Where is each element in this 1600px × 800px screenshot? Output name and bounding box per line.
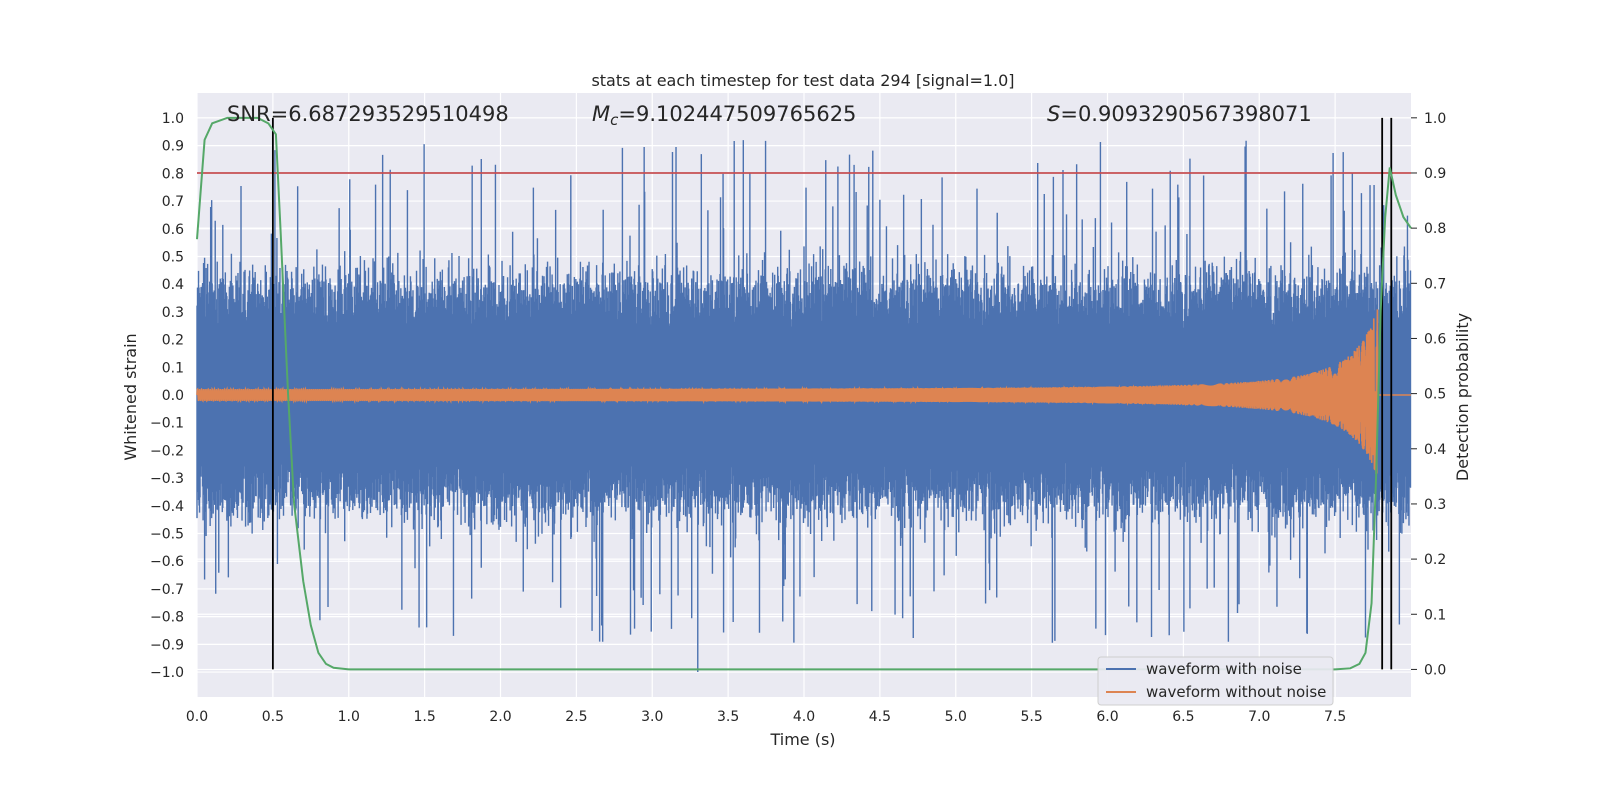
y-tick-label: −0.1 — [150, 416, 184, 432]
y-tick-label: −0.3 — [150, 471, 184, 487]
y2-tick-labels: 1.0 0.9 0.8 0.7 0.6 0.5 0.4 0.3 0.2 0.1 0.0 — [1411, 111, 1446, 678]
x-tick-labels: 0.0 0.5 1.0 1.5 2.0 2.5 3.0 3.5 4.0 4.5 5.0 5.5 6.0 6… — [186, 709, 1346, 725]
y2-tick-label: 0.4 — [1424, 442, 1446, 458]
x-tick-label: 7.5 — [1324, 709, 1346, 725]
y2-tick-label: 0.2 — [1424, 552, 1446, 568]
probability-line — [196, 116, 1412, 671]
y2-tick-label: 0.5 — [1424, 387, 1446, 403]
y-tick-label: −0.8 — [150, 610, 184, 626]
x-tick-label: 5.5 — [1020, 709, 1042, 725]
clean-waveform-path — [196, 309, 1411, 474]
legend-label-noise: waveform with noise — [1146, 660, 1302, 678]
y2-tick-label: 0.3 — [1424, 497, 1446, 513]
legend-label-clean: waveform without noise — [1146, 683, 1326, 701]
y-tick-label: −0.7 — [150, 582, 184, 598]
x-tick-label: 1.0 — [338, 709, 360, 725]
y2-tick-label: 0.1 — [1424, 607, 1446, 623]
x-tick-label: 6.0 — [1096, 709, 1118, 725]
x-tick-label: 5.0 — [945, 709, 967, 725]
y-tick-label: 0.1 — [162, 360, 184, 376]
x-tick-label: 2.0 — [489, 709, 511, 725]
y2-tick-label: 0.7 — [1424, 276, 1446, 292]
x-tick-label: 6.5 — [1172, 709, 1194, 725]
x-tick-label: 2.5 — [565, 709, 587, 725]
y-tick-labels: 1.0 0.9 0.8 0.7 0.6 0.5 0.4 0.3 0.2 0.1 0.0 −0.1 −0.… — [150, 111, 184, 681]
y2-tick-label: 0.6 — [1424, 331, 1446, 347]
x-axis-label: Time (s) — [769, 730, 835, 749]
y-tick-label: 0.5 — [162, 249, 184, 265]
x-tick-label: 1.5 — [413, 709, 435, 725]
y2-tick-label: 0.8 — [1424, 221, 1446, 237]
y-tick-label: 0.2 — [162, 333, 184, 349]
y-axis-label: Whitened strain — [121, 333, 140, 460]
y-tick-label: 0.4 — [162, 277, 184, 293]
chirp-mass-symbol: M — [592, 102, 610, 126]
y-tick-label: 1.0 — [162, 111, 184, 127]
y-tick-label: 0.0 — [162, 388, 184, 404]
series-waveform-without-noise — [196, 309, 1411, 474]
legend: waveform with noise waveform without noi… — [1097, 656, 1334, 706]
x-tick-label: 4.0 — [793, 709, 815, 725]
x-tick-label: 3.5 — [717, 709, 739, 725]
y-tick-label: −0.2 — [150, 443, 184, 459]
chirp-mass-value: =9.102447509765625 — [618, 102, 856, 126]
chirp-mass-annotation: Mc=9.102447509765625 — [592, 102, 856, 129]
legend-box — [1097, 656, 1334, 706]
snr-annotation: SNR=6.687293529510498 — [227, 102, 509, 126]
s-value: =0.9093290567398071 — [1060, 102, 1311, 126]
y2-tick-label: 1.0 — [1424, 111, 1446, 127]
y-tick-label: 0.8 — [162, 166, 184, 182]
x-tick-label: 0.0 — [186, 709, 208, 725]
y-tick-label: 0.9 — [162, 139, 184, 155]
s-annotation: S=0.9093290567398071 — [1047, 102, 1312, 126]
y-tick-label: 0.6 — [162, 222, 184, 238]
s-symbol: S — [1047, 102, 1060, 126]
y-tick-label: −1.0 — [150, 665, 184, 681]
y-tick-label: −0.6 — [150, 554, 184, 570]
y-tick-label: −0.5 — [150, 527, 184, 543]
x-tick-label: 3.0 — [641, 709, 663, 725]
x-tick-label: 7.0 — [1248, 709, 1270, 725]
y-tick-label: 0.3 — [162, 305, 184, 321]
chart-title: stats at each timestep for test data 294… — [591, 71, 1014, 90]
y2-tick-label: 0.9 — [1424, 166, 1446, 182]
y2-axis-label: Detection probability — [1453, 313, 1472, 481]
series-detection-probability — [196, 116, 1412, 671]
chirp-mass-subscript: c — [610, 111, 619, 129]
vertical-lines — [271, 117, 1393, 670]
x-tick-label: 4.5 — [869, 709, 891, 725]
y-tick-label: 0.7 — [162, 194, 184, 210]
x-tick-label: 0.5 — [262, 709, 284, 725]
y2-tick-label: 0.0 — [1424, 662, 1446, 678]
y-tick-label: −0.4 — [150, 499, 184, 515]
y-tick-label: −0.9 — [150, 637, 184, 653]
